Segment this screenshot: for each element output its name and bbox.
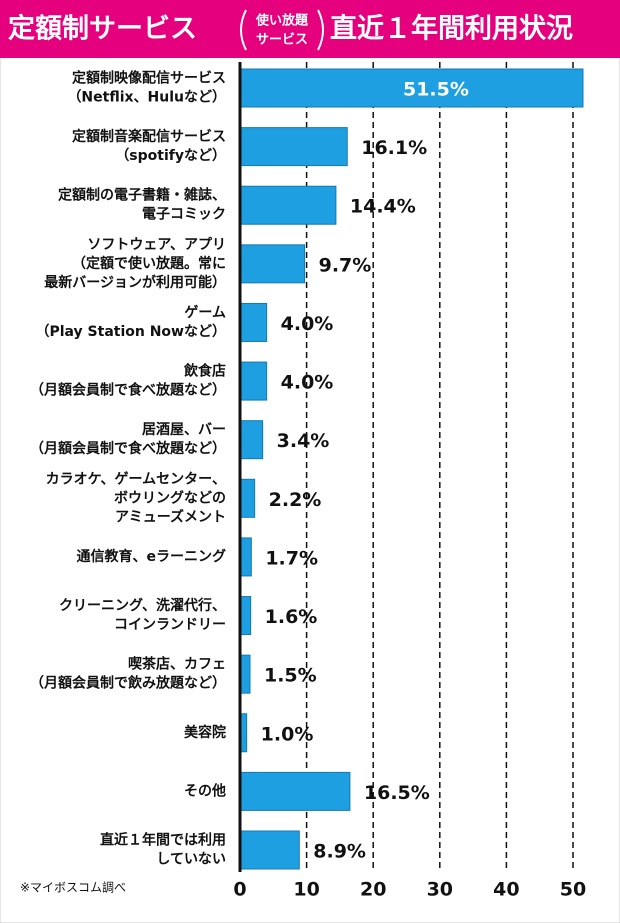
chart-title: 定額制サービス xyxy=(8,13,197,45)
category-label: （月額会員制で食べ放題など） xyxy=(30,382,226,399)
value-label: 1.6% xyxy=(265,606,318,628)
value-label: 51.5% xyxy=(403,79,469,101)
title-bracket xyxy=(240,9,324,51)
value-label: 16.5% xyxy=(364,782,430,804)
bar xyxy=(239,244,306,284)
value-label: 1.7% xyxy=(265,547,318,569)
value-label: 8.9% xyxy=(313,841,366,863)
value-label: 1.5% xyxy=(264,665,317,687)
category-label: 定額制映像配信サービス xyxy=(72,70,226,87)
x-tick-label: 10 xyxy=(293,879,319,901)
value-label: 14.4% xyxy=(350,196,416,218)
category-label: していない xyxy=(156,852,226,868)
category-label: 直近１年間では利用 xyxy=(100,832,226,849)
x-tick-label: 40 xyxy=(493,879,519,901)
value-label: 3.4% xyxy=(277,430,330,452)
source-note: ※マイボスコム調べ xyxy=(20,881,126,895)
category-label: コインランドリー xyxy=(114,617,226,633)
bar xyxy=(239,478,256,518)
category-label: （定額で使い放題。常に xyxy=(72,255,226,272)
category-label: 定額制音楽配信サービス xyxy=(72,128,226,145)
category-label: ボウリングなどの xyxy=(114,489,226,506)
category-label: ゲーム xyxy=(184,304,226,321)
category-label: （月額会員制で食べ放題など） xyxy=(30,440,226,457)
title-band xyxy=(0,0,620,58)
category-label: 電子コミック xyxy=(142,206,226,223)
bar xyxy=(239,361,268,401)
bar xyxy=(239,68,584,108)
bar xyxy=(239,127,348,167)
category-label: 喫茶店、カフェ xyxy=(128,656,226,673)
category-label: 定額制の電子書籍・雑誌、 xyxy=(58,187,226,204)
bar xyxy=(239,596,252,636)
category-label: （月額会員制で飲み放題など） xyxy=(30,675,226,692)
bar xyxy=(239,771,351,811)
title-sub: サービス xyxy=(256,32,308,48)
value-label: 16.1% xyxy=(361,137,427,159)
bar xyxy=(239,185,337,225)
title-sub: 使い放題 xyxy=(255,13,309,29)
bar xyxy=(239,537,252,577)
x-tick-label: 30 xyxy=(427,879,453,901)
category-label: アミューズメント xyxy=(115,508,226,525)
category-label: クリーニング、洗濯代行、 xyxy=(59,597,226,614)
value-label: 1.0% xyxy=(261,723,314,745)
category-label: 居酒屋、バー xyxy=(142,422,226,438)
x-tick-label: 0 xyxy=(233,879,246,901)
category-label: ソフトウェア、アプリ xyxy=(87,237,226,253)
chart-title: 直近１年間利用状況 xyxy=(330,13,573,45)
value-label: 4.0% xyxy=(281,372,334,394)
value-label: 9.7% xyxy=(319,254,372,276)
category-label: （spotifyなど） xyxy=(115,148,226,164)
category-label: 美容院 xyxy=(184,724,226,741)
value-label: 4.0% xyxy=(281,313,334,335)
x-tick-label: 20 xyxy=(360,879,386,901)
category-label: その他 xyxy=(184,782,226,799)
category-label: （Play Station Nowなど） xyxy=(35,324,226,340)
bar xyxy=(239,830,300,870)
category-label: 最新バージョンが利用可能） xyxy=(44,274,226,291)
bar xyxy=(239,302,268,342)
bar xyxy=(239,420,264,460)
category-label: 飲食店 xyxy=(183,363,226,380)
value-label: 2.2% xyxy=(269,489,322,511)
category-label: 通信教育、eラーニング xyxy=(77,548,227,565)
x-tick-label: 50 xyxy=(560,879,586,901)
category-label: （Netflix、Huluなど） xyxy=(67,90,226,106)
category-label: カラオケ、ゲームセンター、 xyxy=(46,470,226,487)
